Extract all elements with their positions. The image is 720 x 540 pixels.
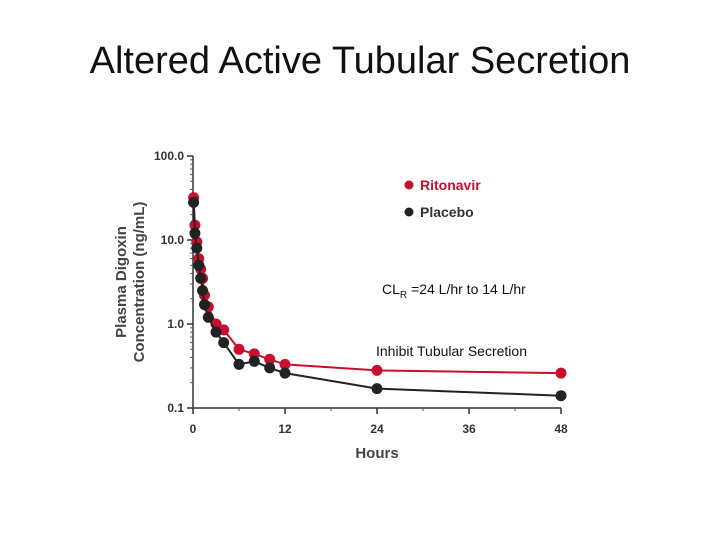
data-point-placebo [199, 299, 210, 311]
series-placebo [188, 196, 567, 402]
y-axis-label-line2: Concentration (ng/mL) [131, 202, 148, 363]
data-point-placebo [371, 383, 383, 395]
data-point-ritonavir [371, 364, 383, 376]
clr-rest: =24 L/hr to 14 L/hr [407, 281, 526, 297]
legend-label-placebo: Placebo [420, 204, 474, 220]
legend-label-ritonavir: Ritonavir [420, 177, 481, 193]
clr-main: CL [382, 281, 400, 297]
data-point-placebo [233, 358, 245, 370]
y-tick-label: 1.0 [167, 317, 184, 331]
data-point-placebo [279, 367, 291, 379]
data-point-placebo [188, 196, 200, 208]
legend-marker-ritonavir [404, 180, 414, 190]
data-point-ritonavir [264, 353, 276, 365]
clr-subscript: R [400, 290, 407, 301]
data-point-placebo [193, 259, 205, 271]
data-point-placebo [248, 355, 260, 367]
chart-legend: Ritonavir Placebo [404, 177, 481, 220]
data-point-placebo [191, 242, 203, 254]
slide-title: Altered Active Tubular Secretion [89, 40, 631, 82]
series-line-placebo [192, 202, 562, 397]
legend-marker-placebo [404, 207, 414, 217]
y-tick-label: 100.0 [154, 149, 184, 163]
x-tick-label: 0 [190, 422, 197, 436]
x-tick-label: 48 [554, 422, 568, 436]
data-point-placebo [189, 227, 201, 239]
data-point-ritonavir [233, 343, 245, 355]
data-point-placebo [202, 311, 214, 323]
data-point-placebo [555, 390, 567, 402]
data-point-ritonavir [279, 358, 291, 370]
data-point-placebo [195, 272, 207, 284]
data-point-placebo [264, 362, 276, 374]
data-point-placebo [210, 326, 222, 338]
data-point-ritonavir [555, 367, 567, 379]
secretion-annotation: Inhibit Tubular Secretion [376, 343, 527, 359]
y-tick-label: 10.0 [161, 233, 185, 247]
y-axis-label-line1: Plasma Digoxin [113, 226, 130, 338]
x-tick-label: 12 [278, 422, 292, 436]
data-point-placebo [197, 285, 209, 297]
chart-axes: 0.1 1.0 10.0 100.0 0 12 24 36 48 [154, 149, 568, 436]
x-tick-label: 24 [370, 422, 384, 436]
chart-series [188, 192, 567, 402]
clr-annotation: CLR =24 L/hr to 14 L/hr [382, 281, 526, 301]
data-point-placebo [218, 337, 230, 349]
x-tick-label: 36 [462, 422, 476, 436]
x-axis-label: Hours [355, 445, 398, 462]
y-tick-label: 0.1 [167, 401, 184, 415]
